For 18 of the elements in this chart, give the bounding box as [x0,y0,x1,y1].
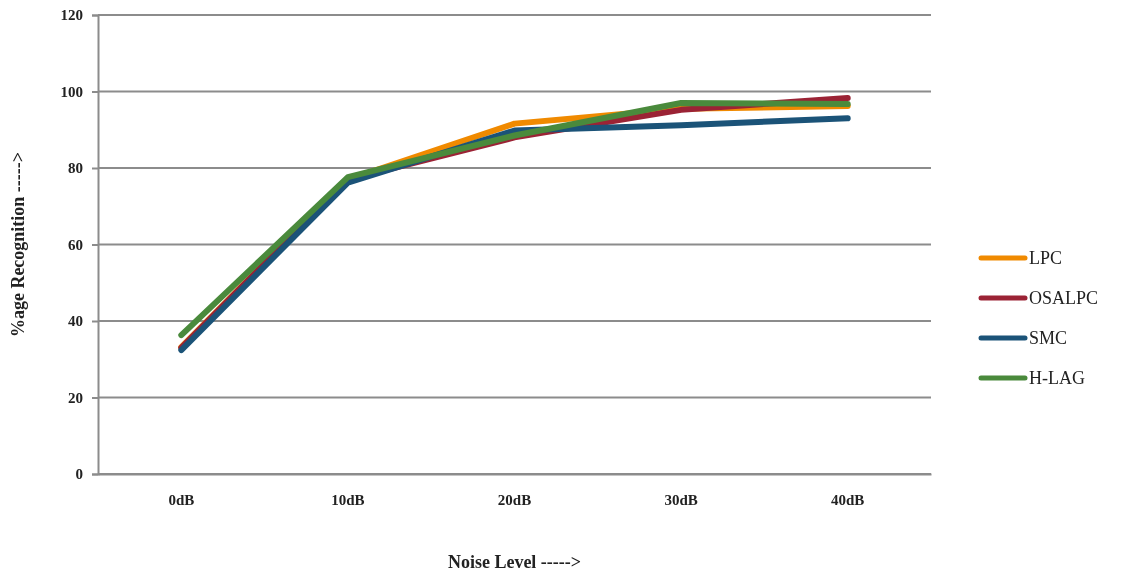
legend-label: OSALPC [1029,288,1099,308]
y-tick-label: 100 [60,83,83,100]
legend-label: H-LAG [1029,368,1085,388]
x-axis-title: Noise Level -----> [447,552,582,572]
y-tick-label: 40 [68,313,83,330]
x-tick-label: 0dB [168,492,195,508]
y-tick-label: 20 [68,389,83,406]
y-tick-label: 0 [75,466,83,483]
y-tick-label: 120 [60,7,83,24]
y-axis-title: %age Recognition -----> [8,151,28,338]
y-tick-label: 80 [68,160,83,177]
x-tick-label: 30dB [664,492,698,508]
x-tick-label: 40dB [831,492,865,508]
y-tick-label: 60 [68,236,83,253]
legend-label: LPC [1029,248,1063,268]
x-tick-label: 10dB [331,492,365,508]
x-tick-label: 20dB [497,492,532,508]
legend-label: SMC [1029,328,1068,348]
